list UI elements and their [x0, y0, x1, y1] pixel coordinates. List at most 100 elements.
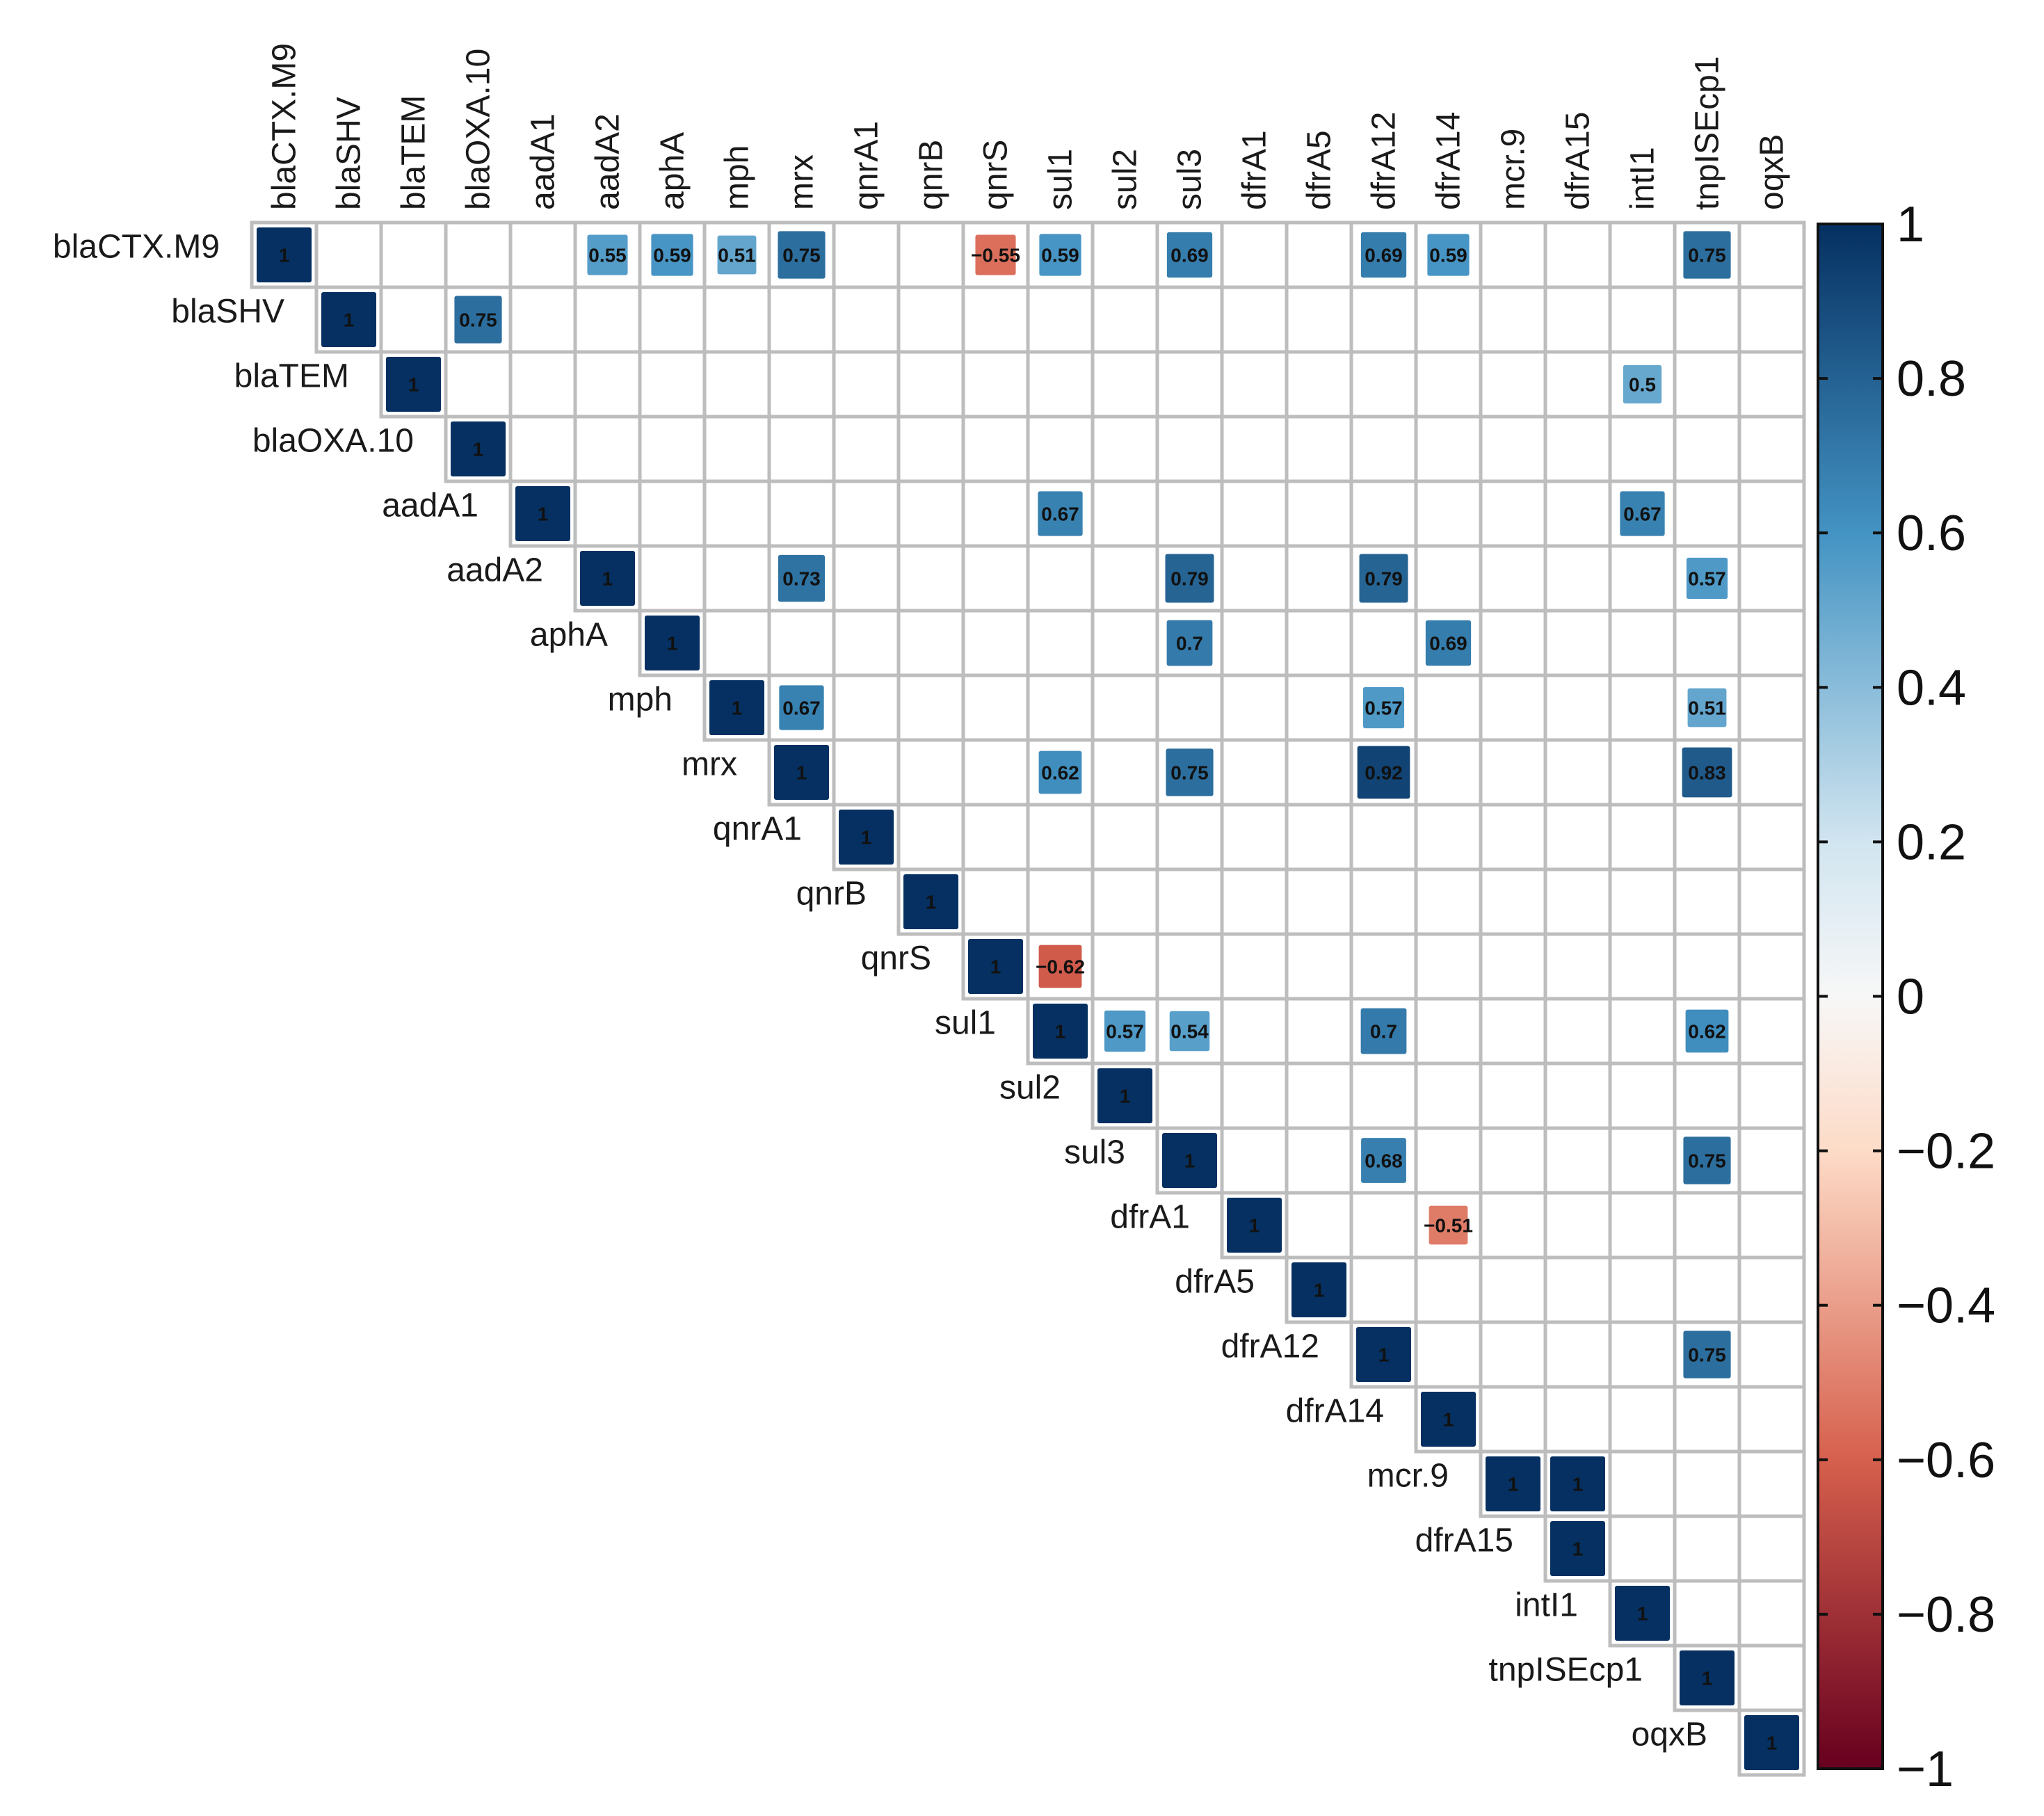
- row-label: dfrA5: [1175, 1264, 1255, 1301]
- cell-aadA2-aadA2: [579, 549, 636, 607]
- grid-cell: [1608, 867, 1677, 936]
- grid-cell: [1479, 415, 1547, 483]
- row-label: sul2: [999, 1070, 1061, 1107]
- colorbar-tick-label: 1: [1897, 197, 1924, 252]
- grid-cell: [1608, 544, 1677, 613]
- cell-value-label: 1: [473, 439, 484, 460]
- row-label: mrx: [682, 746, 737, 783]
- grid-cell: [1543, 673, 1612, 742]
- grid-cell: [1608, 673, 1677, 742]
- cell-value-label: 0.69: [1429, 633, 1467, 654]
- grid-cell: [1026, 415, 1095, 483]
- grid-cell: [832, 220, 901, 289]
- cell-mrx-tnpISEcp1: [1680, 746, 1734, 799]
- grid-cell: [573, 415, 642, 483]
- grid-cell: [1026, 609, 1095, 677]
- grid-cell: [1608, 1449, 1677, 1518]
- grid-cell: [896, 220, 965, 289]
- cell-aadA1-sul1: [1036, 490, 1084, 538]
- grid-cell: [702, 350, 771, 419]
- cell-value-label: 0.67: [1623, 504, 1661, 525]
- row-label: mph: [608, 682, 673, 718]
- grid-cell: [1285, 932, 1353, 1001]
- cell-value-label: 0.51: [1688, 698, 1726, 719]
- grid-cell: [702, 609, 771, 677]
- grid-cell: [1737, 1449, 1806, 1518]
- colorbar-tick-label: −0.6: [1897, 1433, 1995, 1488]
- cell-value-label: 0.73: [782, 568, 821, 590]
- grid-cell: [1026, 867, 1095, 936]
- grid-cell: [638, 544, 707, 613]
- grid-cell: [1673, 1061, 1741, 1130]
- column-label: blaSHV: [331, 97, 368, 210]
- cell-value-label: 1: [1572, 1538, 1584, 1560]
- cell-value-label: 0.67: [782, 698, 821, 719]
- grid-cell: [1737, 285, 1806, 354]
- cell-blaCTX.M9-dfrA12: [1359, 230, 1408, 280]
- grid-cell: [832, 609, 901, 677]
- grid-cell: [961, 609, 1030, 677]
- column-label: mph: [719, 145, 756, 210]
- grid-cell: [767, 415, 836, 483]
- grid-cell: [1155, 350, 1224, 419]
- grid-cell: [702, 220, 771, 289]
- grid-cell: [1608, 803, 1677, 871]
- grid-cell: [896, 479, 965, 548]
- column-label: aphA: [654, 132, 691, 210]
- grid-cell: [1220, 867, 1289, 936]
- cell-value-label: 1: [667, 633, 678, 654]
- grid-cell: [1220, 220, 1289, 289]
- grid-cell: [1673, 803, 1741, 871]
- grid-cell: [961, 544, 1030, 613]
- grid-cell: [1414, 1126, 1483, 1195]
- cell-value-label: 0.69: [1170, 245, 1209, 266]
- cell-intI1-intI1: [1614, 1584, 1671, 1642]
- grid-cell: [1220, 932, 1289, 1001]
- cell-blaCTX.M9-sul1: [1038, 232, 1083, 278]
- grid-cell: [896, 544, 965, 613]
- grid-cell: [1737, 415, 1806, 483]
- row-label: aadA1: [382, 488, 478, 524]
- column-label: dfrA1: [1237, 130, 1273, 210]
- grid-cell: [1673, 1255, 1741, 1324]
- grid-cell: [1737, 867, 1806, 936]
- grid-cell: [1155, 673, 1224, 742]
- grid-cell: [1737, 1385, 1806, 1454]
- cell-dfrA12-tnpISEcp1: [1682, 1329, 1732, 1380]
- grid-cell: [1026, 350, 1095, 419]
- grid-cell: [1608, 1126, 1677, 1195]
- colorbar-tick-label: −0.4: [1897, 1278, 1995, 1334]
- grid-cell: [1479, 932, 1547, 1001]
- grid-cell: [1479, 479, 1547, 548]
- cell-value-label: 0.92: [1365, 762, 1403, 784]
- grid-cell: [1673, 1385, 1741, 1454]
- cell-value-label: 1: [732, 698, 743, 719]
- cell-value-label: 0.69: [1365, 245, 1403, 266]
- grid-cell: [1673, 1579, 1741, 1648]
- grid-cell: [832, 738, 901, 807]
- grid-cell: [1608, 609, 1677, 677]
- grid-cell: [832, 544, 901, 613]
- grid-cell: [1673, 415, 1741, 483]
- column-label: blaOXA.10: [460, 49, 497, 210]
- cell-aadA2-mrx: [776, 553, 827, 604]
- grid-cell: [1414, 867, 1483, 936]
- column-label: intI1: [1625, 147, 1661, 210]
- cell-value-label: 0.75: [1688, 245, 1726, 266]
- grid-cell: [1479, 1255, 1547, 1324]
- cell-blaCTX.M9-aadA2: [586, 233, 629, 277]
- cell-value-label: 1: [344, 310, 355, 331]
- row-label: aphA: [530, 617, 608, 654]
- column-label: blaTEM: [396, 95, 433, 210]
- grid-cell: [1479, 1126, 1547, 1195]
- column-labels: blaCTX.M9 blaSHV blaTEM blaOXA.10 aadA1 aadA2…: [266, 43, 1791, 210]
- grid-cell: [1091, 415, 1159, 483]
- grid-cell: [573, 479, 642, 548]
- grid-cell: [1543, 932, 1612, 1001]
- cell-value-label: 0.7: [1176, 633, 1203, 654]
- cell-value-label: 0.62: [1041, 762, 1079, 784]
- grid-cell: [702, 479, 771, 548]
- grid-cell: [1414, 350, 1483, 419]
- grid-cell: [1543, 803, 1612, 871]
- cell-value-label: 1: [1055, 1021, 1066, 1043]
